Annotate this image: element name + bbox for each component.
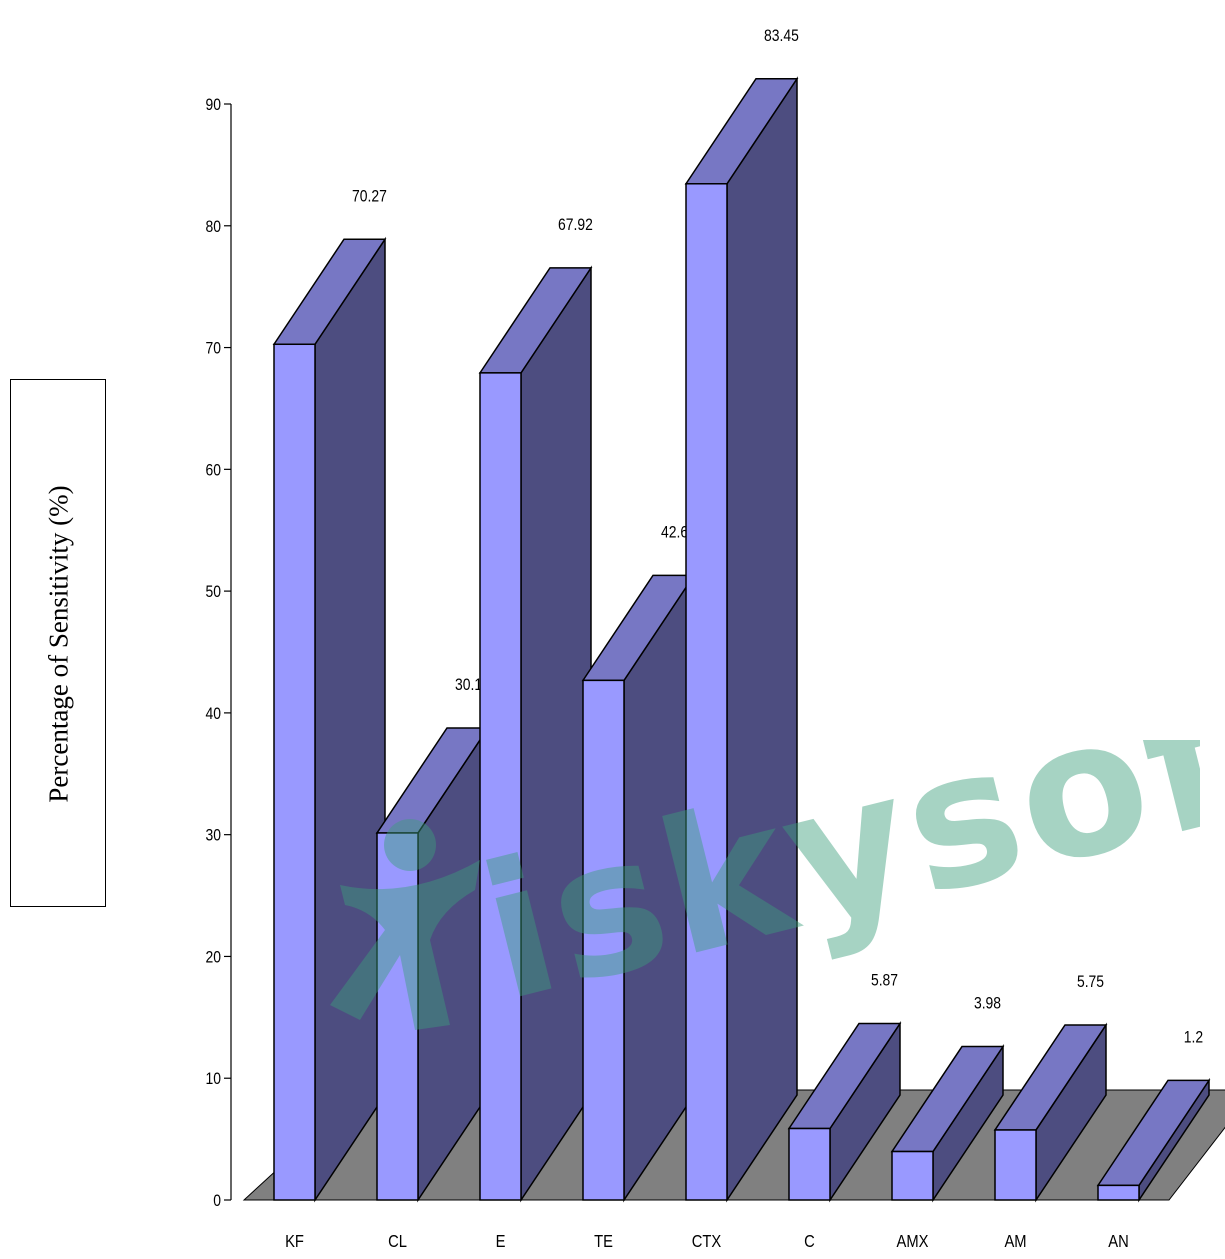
bar-value-label: 1.2 xyxy=(1184,1028,1203,1047)
bar-side xyxy=(520,265,592,1203)
bar xyxy=(788,1127,831,1201)
x-tick-label: C xyxy=(804,1232,815,1252)
y-tick-label: 50 xyxy=(206,583,222,602)
bar xyxy=(582,679,625,1201)
y-tick-label: 20 xyxy=(206,948,222,967)
bar xyxy=(1097,1184,1140,1201)
x-tick-label: CL xyxy=(388,1232,407,1252)
y-tick-label: 60 xyxy=(206,461,222,480)
bar xyxy=(376,832,419,1201)
x-tick-label: TE xyxy=(594,1232,613,1252)
bar-value-label: 3.98 xyxy=(974,994,1001,1013)
y-axis-label: Percentage of Sensitivity (%) xyxy=(43,485,74,803)
x-tick-label: AN xyxy=(1108,1232,1128,1252)
y-tick-label: 90 xyxy=(206,96,222,115)
bar-value-label: 67.92 xyxy=(558,216,593,235)
y-tick-label: 10 xyxy=(206,1070,222,1089)
bar-side xyxy=(314,236,386,1203)
y-tick-label: 40 xyxy=(206,705,222,724)
bar xyxy=(891,1150,934,1201)
bar-value-label: 83.45 xyxy=(764,27,799,46)
x-tick-label: AMX xyxy=(897,1232,929,1252)
x-tick-label: KF xyxy=(285,1232,304,1252)
bar-value-label: 5.75 xyxy=(1077,973,1104,992)
bar-value-label: 5.87 xyxy=(871,971,898,990)
y-tick-label: 70 xyxy=(206,339,222,358)
bar-value-label: 70.27 xyxy=(352,187,387,206)
bar-side xyxy=(726,76,798,1203)
y-tick-label: 0 xyxy=(213,1192,221,1211)
y-axis-label-box: Percentage of Sensitivity (%) xyxy=(10,379,106,907)
bar xyxy=(994,1129,1037,1201)
y-tick-label: 30 xyxy=(206,826,222,845)
bar xyxy=(479,372,522,1201)
bar xyxy=(685,183,728,1201)
bar-side xyxy=(623,572,695,1203)
x-tick-label: AM xyxy=(1004,1232,1026,1252)
x-tick-label: CTX xyxy=(692,1232,722,1252)
bar xyxy=(273,343,316,1201)
y-tick-label: 80 xyxy=(206,218,222,237)
x-tick-label: E xyxy=(496,1232,506,1252)
